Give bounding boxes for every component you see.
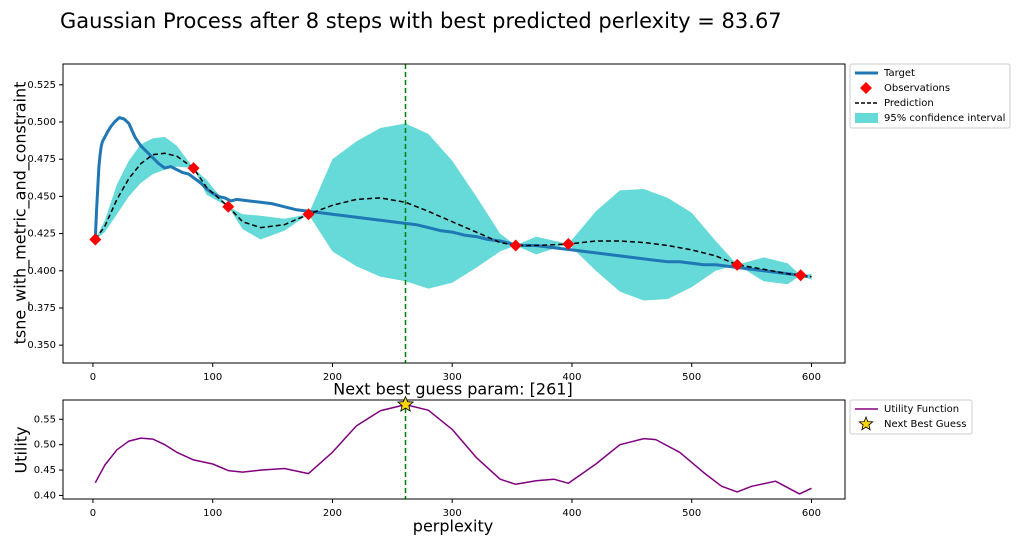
y-tick-label: 0.40 — [34, 490, 56, 501]
x-tick-label: 500 — [682, 508, 701, 519]
y-tick-label: 0.425 — [27, 229, 56, 240]
y-tick-label: 0.450 — [27, 191, 56, 202]
confidence-band-layer — [95, 123, 812, 301]
confidence-interval-band — [95, 123, 812, 301]
x-tick-label: 100 — [203, 508, 222, 519]
legend-confidence-swatch — [855, 113, 878, 123]
main-x-ticks: 0 100 200 300 400 500 600 — [90, 363, 821, 383]
observation-marker — [302, 208, 315, 221]
y-tick-label: 0.45 — [34, 465, 56, 476]
target-line — [93, 116, 809, 279]
main-legend-box — [849, 63, 1011, 129]
legend-next-best-guess-swatch — [858, 415, 874, 431]
figure-suptitle: Gaussian Process after 8 steps with best… — [60, 9, 782, 33]
legend-target-label: Target — [883, 68, 915, 79]
y-tick-label: 0.500 — [27, 117, 56, 128]
legend-utility-label: Utility Function — [884, 404, 959, 415]
y-tick-label: 0.400 — [27, 266, 56, 277]
utility-legend: Utility Function Next Best Guess — [849, 399, 973, 435]
x-tick-label: 300 — [443, 372, 462, 383]
x-tick-label: 0 — [90, 372, 96, 383]
main-plot-frame — [62, 63, 846, 364]
utility-legend-box — [849, 399, 973, 435]
y-tick-label: 0.55 — [34, 414, 56, 425]
utility-plot: 0 100 200 300 400 500 600 0.40 0.45 0.50 0.55 Uti… — [12, 395, 846, 536]
utility-line-layer — [94, 403, 812, 495]
main-y-axis-label: tsne_with_metric_and_constraint — [11, 82, 31, 345]
legend-next-best-guess-label: Next Best Guess — [884, 419, 966, 430]
x-tick-label: 300 — [443, 508, 462, 519]
x-tick-label: 100 — [203, 372, 222, 383]
observations-layer — [89, 162, 807, 282]
legend-confidence-label: 95% confidence interval — [884, 113, 1005, 124]
main-plot: 0 100 200 300 400 500 600 0.350 0.375 0.400 0.425… — [11, 63, 846, 399]
observation-marker — [731, 258, 744, 271]
legend-observations-swatch — [860, 82, 872, 94]
main-legend: Target Observations Prediction 95% confi… — [849, 63, 1011, 129]
next-best-guess-star-layer — [396, 395, 415, 412]
utility-function-line — [94, 403, 812, 495]
next-best-guess-star — [396, 395, 415, 412]
observation-marker — [562, 237, 575, 250]
observation-marker — [222, 200, 235, 213]
x-tick-label: 600 — [802, 372, 821, 383]
y-tick-label: 0.525 — [27, 80, 56, 91]
utility-x-ticks: 0 100 200 300 400 500 600 — [90, 499, 821, 519]
observation-marker — [794, 269, 807, 282]
main-x-axis-label: Next best guess param: [261] — [333, 380, 572, 399]
y-tick-label: 0.50 — [34, 440, 56, 451]
y-tick-label: 0.375 — [27, 303, 56, 314]
x-tick-label: 200 — [323, 508, 342, 519]
x-tick-label: 200 — [323, 372, 342, 383]
prediction-line — [94, 152, 812, 278]
observation-marker — [89, 233, 102, 246]
legend-observations-label: Observations — [884, 83, 950, 94]
main-y-ticks: 0.350 0.375 0.400 0.425 0.450 0.475 0.500 0.525 — [27, 80, 63, 351]
x-tick-label: 500 — [682, 372, 701, 383]
utility-x-axis-label: perplexity — [413, 517, 493, 536]
y-tick-label: 0.350 — [27, 340, 56, 351]
x-tick-label: 400 — [562, 372, 581, 383]
x-tick-label: 0 — [90, 508, 96, 519]
utility-y-axis-label: Utility — [12, 426, 31, 473]
observation-marker — [187, 162, 200, 175]
utility-y-ticks: 0.40 0.45 0.50 0.55 — [34, 414, 63, 501]
observation-marker — [509, 239, 522, 252]
x-tick-label: 600 — [802, 508, 821, 519]
target-line-layer — [93, 116, 809, 279]
legend-prediction-label: Prediction — [884, 98, 934, 109]
prediction-line-layer — [94, 152, 812, 278]
y-tick-label: 0.475 — [27, 154, 56, 165]
utility-plot-frame — [62, 399, 846, 500]
x-tick-label: 400 — [562, 508, 581, 519]
